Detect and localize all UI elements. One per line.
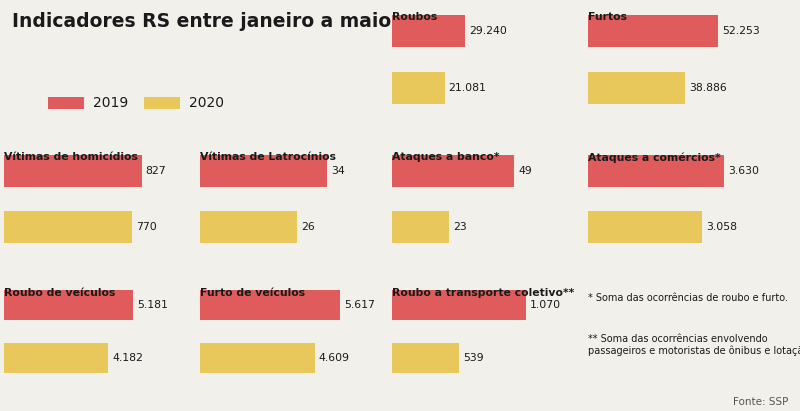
FancyBboxPatch shape (200, 343, 315, 373)
Text: Roubo de veículos: Roubo de veículos (4, 288, 115, 298)
Text: 23: 23 (454, 222, 467, 232)
Text: 2020: 2020 (190, 96, 224, 110)
Text: Furtos: Furtos (588, 12, 627, 22)
Text: ** Soma das ocorrências envolvendo
passageiros e motoristas de ônibus e lotação.: ** Soma das ocorrências envolvendo passa… (588, 334, 800, 356)
Text: 38.886: 38.886 (689, 83, 726, 92)
FancyBboxPatch shape (4, 290, 134, 320)
Text: 1.070: 1.070 (530, 300, 561, 310)
Text: 4.182: 4.182 (112, 353, 143, 363)
FancyBboxPatch shape (588, 15, 718, 47)
Text: 26: 26 (301, 222, 315, 232)
Text: Indicadores RS entre janeiro a maio: Indicadores RS entre janeiro a maio (12, 12, 391, 31)
Text: 34: 34 (331, 166, 345, 175)
FancyBboxPatch shape (392, 155, 514, 187)
FancyBboxPatch shape (4, 343, 108, 373)
FancyBboxPatch shape (588, 72, 685, 104)
FancyBboxPatch shape (392, 343, 459, 373)
FancyBboxPatch shape (200, 155, 327, 187)
FancyBboxPatch shape (588, 155, 724, 187)
Text: Roubos: Roubos (392, 12, 438, 22)
Text: 29.240: 29.240 (469, 26, 506, 36)
Text: 539: 539 (463, 353, 484, 363)
Text: 49: 49 (518, 166, 532, 175)
FancyBboxPatch shape (392, 72, 445, 104)
Text: 827: 827 (146, 166, 166, 175)
Text: Roubo a transporte coletivo**: Roubo a transporte coletivo** (392, 288, 574, 298)
FancyBboxPatch shape (4, 155, 142, 187)
Text: 21.081: 21.081 (449, 83, 486, 92)
Text: Furto de veículos: Furto de veículos (200, 288, 305, 298)
FancyBboxPatch shape (392, 290, 526, 320)
Text: 4.609: 4.609 (319, 353, 350, 363)
Text: 5.181: 5.181 (137, 300, 168, 310)
Text: Ataques a banco*: Ataques a banco* (392, 152, 499, 162)
Text: Fonte: SSP: Fonte: SSP (733, 397, 788, 407)
Text: 52.253: 52.253 (722, 26, 760, 36)
Text: * Soma das ocorrências de roubo e furto.: * Soma das ocorrências de roubo e furto. (588, 293, 788, 303)
Text: 3.058: 3.058 (706, 222, 738, 232)
Text: 3.630: 3.630 (728, 166, 758, 175)
Text: Vítimas de Latrocínios: Vítimas de Latrocínios (200, 152, 336, 162)
Text: 2019: 2019 (94, 96, 129, 110)
FancyBboxPatch shape (200, 211, 298, 243)
Text: Vítimas de homicídios: Vítimas de homicídios (4, 152, 138, 162)
FancyBboxPatch shape (200, 290, 340, 320)
FancyBboxPatch shape (588, 211, 702, 243)
FancyBboxPatch shape (4, 211, 132, 243)
FancyBboxPatch shape (392, 15, 465, 47)
Text: 5.617: 5.617 (344, 300, 375, 310)
Text: 770: 770 (136, 222, 157, 232)
FancyBboxPatch shape (392, 211, 450, 243)
Text: Ataques a comércios*: Ataques a comércios* (588, 152, 721, 163)
